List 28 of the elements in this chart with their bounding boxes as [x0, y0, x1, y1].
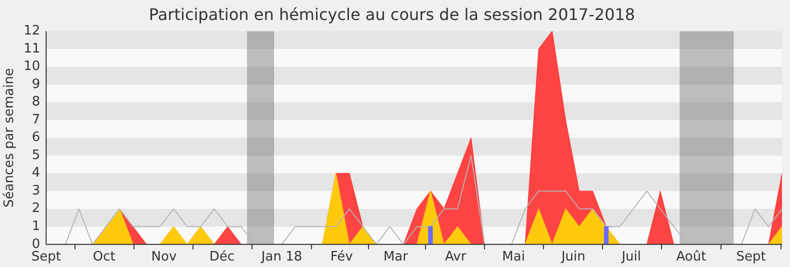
y-tick-label: 1: [32, 219, 40, 234]
x-tick-label: Mar: [383, 250, 409, 265]
x-tick-label: Fév: [330, 250, 354, 265]
y-tick-label: 6: [32, 130, 40, 146]
x-tick-label: Jan 18: [260, 250, 302, 265]
y-tick-label: 11: [24, 41, 40, 56]
y-tick-label: 2: [32, 201, 40, 216]
x-tick-label: Nov: [151, 250, 177, 265]
x-tick-label: Mai: [502, 250, 525, 265]
y-tick-label: 7: [32, 112, 40, 128]
y-tick-label: 9: [32, 76, 40, 92]
x-tick-label: Juil: [620, 250, 641, 265]
x-tick-label: Sept: [31, 250, 61, 265]
y-tick-label: 8: [32, 94, 40, 110]
x-tick-label: Avr: [445, 250, 467, 265]
y-tick-label: 12: [24, 24, 40, 39]
y-tick-label: 0: [32, 236, 40, 252]
y-tick-label: 5: [32, 148, 40, 163]
y-tick-label: 10: [24, 59, 40, 74]
x-tick-label: Sept: [736, 250, 766, 265]
y-tick-label: 4: [32, 166, 40, 181]
y-tick-label: 3: [32, 183, 40, 198]
x-tick-label: Août: [676, 250, 706, 265]
x-tick-label: Déc: [209, 250, 234, 265]
x-tick-label: Oct: [92, 250, 116, 265]
x-tick-label: Juin: [560, 250, 586, 265]
chart-title: Participation en hémicycle au cours de la session 2017-2018: [148, 4, 636, 24]
y-axis-title: Séances par semaine: [2, 68, 18, 208]
